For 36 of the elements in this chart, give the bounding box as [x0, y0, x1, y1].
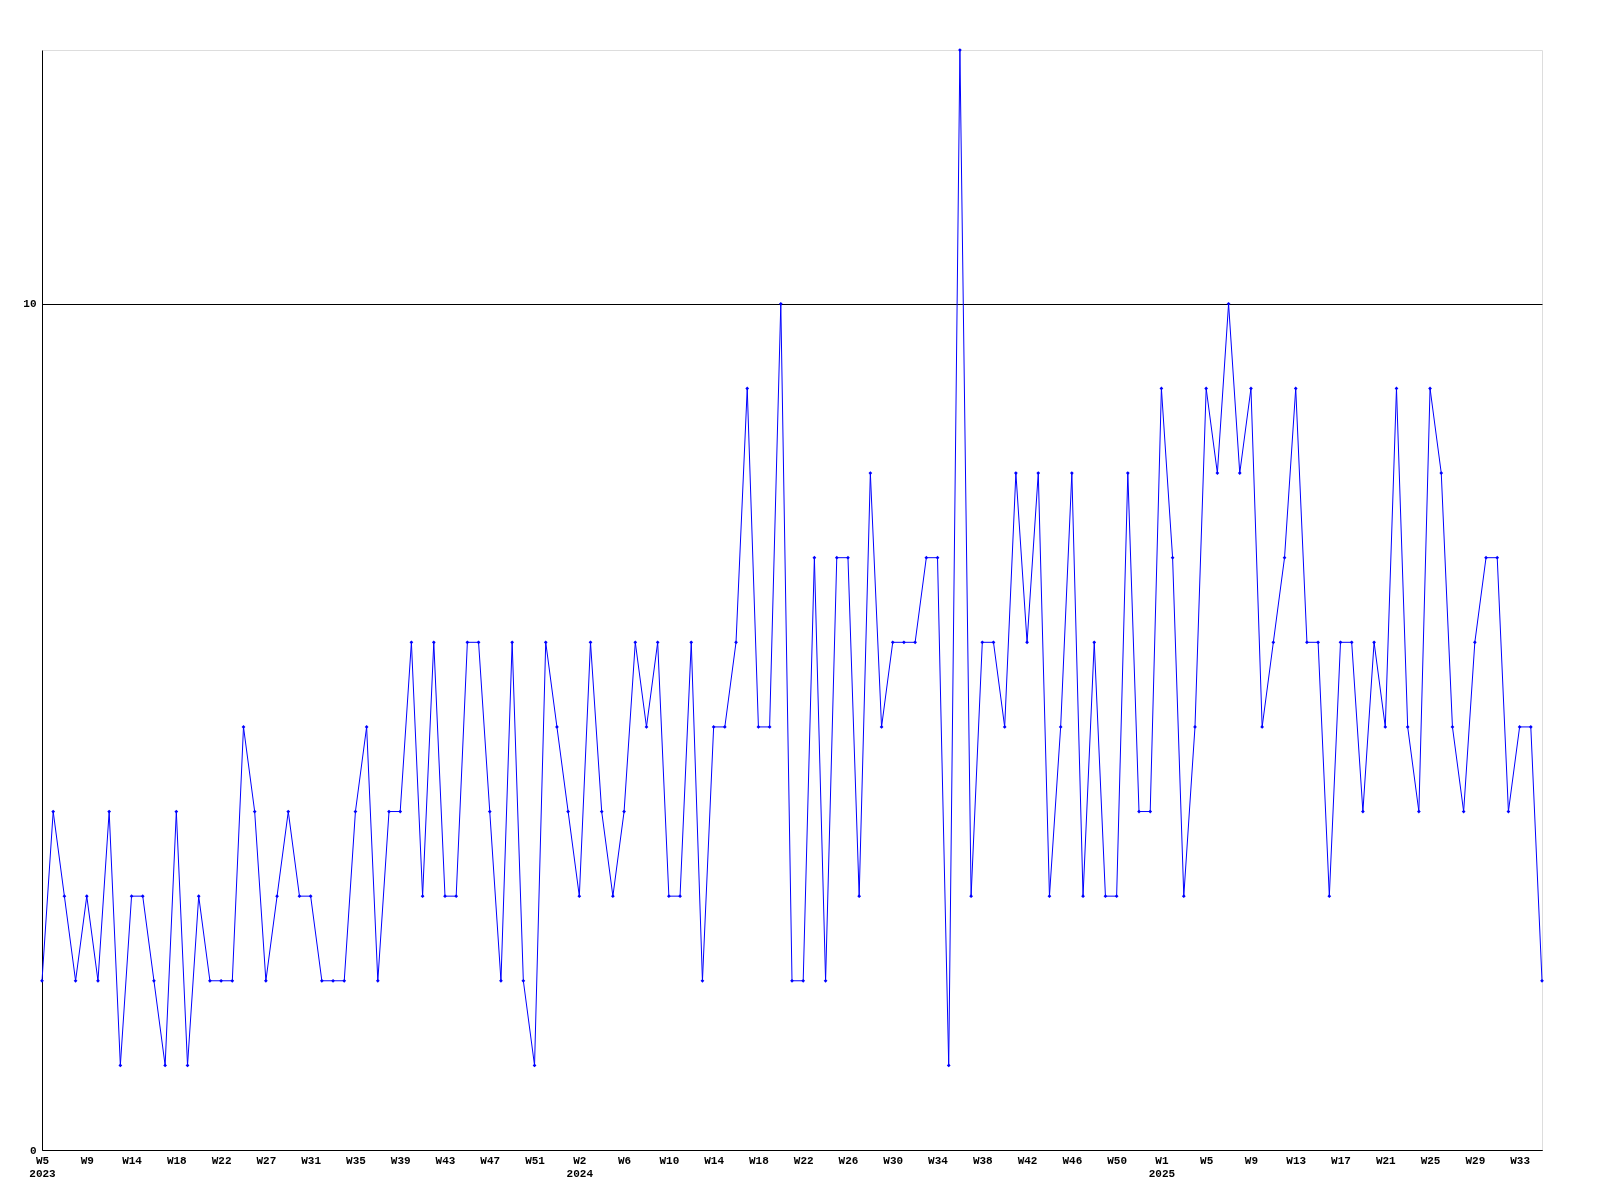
x-tick-label: W26 — [838, 1154, 859, 1167]
x-tick-label: W34 — [928, 1154, 949, 1167]
x-tick-label: W5 — [1200, 1154, 1214, 1167]
x-tick-label: W10 — [659, 1154, 680, 1167]
x-tick-label: W14 — [704, 1154, 725, 1167]
x-tick-label: W51 — [525, 1154, 546, 1167]
x-tick-label: W2 2024 — [566, 1154, 594, 1180]
x-tick-label: W13 — [1286, 1154, 1307, 1167]
x-tick-label: W38 — [972, 1154, 994, 1167]
x-tick-label: W47 — [480, 1154, 501, 1167]
x-tick-label: W9 — [1244, 1154, 1259, 1167]
y-tick-label: 10 — [23, 298, 37, 311]
x-tick-label: W29 — [1465, 1154, 1486, 1167]
x-tick-label: W30 — [883, 1154, 904, 1167]
x-tick-label: W6 — [617, 1154, 632, 1167]
y-tick-label: 0 — [29, 1144, 37, 1157]
x-tick-label: W18 — [166, 1154, 188, 1167]
x-tick-label: W27 — [256, 1154, 277, 1167]
x-tick-label: W17 — [1331, 1154, 1351, 1167]
x-tick-label: W18 — [749, 1154, 770, 1167]
x-tick-label: W42 — [1017, 1154, 1038, 1167]
x-tick-label: W9 — [80, 1154, 94, 1167]
x-tick-label: W14 — [122, 1154, 143, 1167]
x-tick-label: W21 — [1375, 1154, 1397, 1167]
x-tick-label: W25 — [1420, 1154, 1441, 1167]
x-tick-label: W39 — [390, 1154, 411, 1167]
x-tick-label: W33 — [1510, 1154, 1531, 1167]
x-tick-label: W46 — [1062, 1154, 1083, 1167]
x-tick-label: W31 — [301, 1154, 322, 1167]
x-tick-label: W5 2023 — [29, 1154, 57, 1180]
x-tick-label: W1 2025 — [1148, 1154, 1176, 1180]
x-tick-label: W43 — [435, 1154, 456, 1167]
x-tick-label: W35 — [346, 1154, 367, 1167]
x-tick-label: W22 — [793, 1154, 814, 1167]
x-tick-label: W22 — [211, 1154, 232, 1167]
x-tick-label: W50 — [1107, 1154, 1128, 1167]
